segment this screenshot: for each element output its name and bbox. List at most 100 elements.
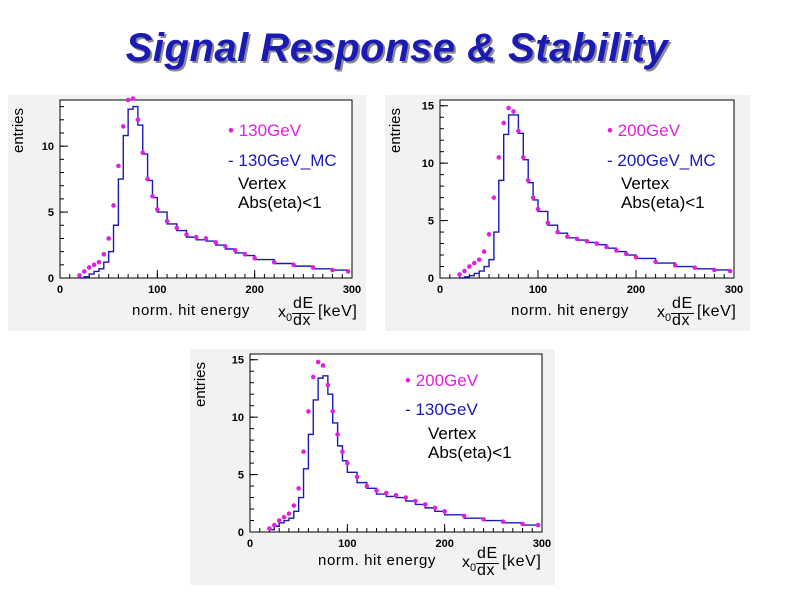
data-point [203,236,209,241]
data-point [516,128,521,134]
y-tick-label: 0 [428,273,434,285]
data-point [345,269,351,274]
chart-3-plot: 0 100 200 300 0 5 10 15 [232,353,551,550]
y-axis-label: entries [387,107,404,153]
data-point [91,262,97,268]
data-point [623,251,629,257]
x-tick-label: 100 [148,284,166,296]
data-point [383,490,389,496]
data-point [364,483,370,489]
formula-unit: [keV] [318,303,358,320]
data-point [77,273,82,278]
x-tick-label: 300 [725,284,743,296]
data-point [281,514,287,520]
y-tick-label: 0 [238,527,244,539]
formula-numerator: dE [476,545,499,564]
legend-label: 130GeV [415,400,478,419]
data-point [213,240,219,245]
data-point [116,163,121,169]
data-point [286,511,292,516]
data-point [86,265,92,270]
data-point [525,178,531,183]
data-point [614,248,619,253]
data-point [267,526,272,531]
data-point [500,519,506,524]
data-point [291,262,296,268]
data-point [511,109,516,114]
data-point [467,264,472,269]
data-point [555,229,560,235]
legend-mc-entry: - 130GeV_MC [228,152,337,170]
legend-label: 200GeV [415,371,479,390]
data-point [193,234,199,240]
x-tick-label: 200 [435,538,453,550]
data-point [461,513,467,519]
data-point [501,120,506,126]
data-point [320,363,326,368]
data-point [301,449,306,454]
data-point [111,203,116,208]
data-point [403,495,409,500]
formula-prefix: x [462,554,471,571]
formula-unit: [keV] [502,553,542,570]
data-point [653,259,658,265]
legend-mc-entry: - 130GeV [405,401,478,419]
data-point [120,124,126,129]
data-point [296,486,301,491]
annotation-vertex: Vertex [621,174,670,193]
data-point [462,268,467,274]
data-point [310,265,316,270]
legend-mc-entry: - 200GeV_MC [607,152,716,170]
data-point [306,409,311,414]
data-point [174,225,180,231]
x-tick-label: 0 [57,284,63,296]
plot-area [59,99,353,279]
data-point [125,97,131,103]
data-point [393,492,399,498]
data-point [330,267,335,273]
data-point [521,155,526,160]
legend-label: 130GeV [238,121,302,140]
x-tick-label: 0 [437,284,443,296]
legend-data-entry: • 200GeV [607,122,680,140]
chart-2-plot: 0 100 200 300 0 5 10 15 [422,99,743,296]
data-point [164,219,170,224]
data-point [604,244,609,250]
data-point [712,267,717,273]
y-tick-label: 10 [422,158,434,170]
data-point [692,265,698,270]
legend-data-entry: • 200GeV [405,372,478,390]
annotation-eta: Abs(eta)<1 [621,193,705,212]
y-tick-label: 15 [232,355,244,367]
legend-marker: - [405,400,411,419]
x-tick-label: 100 [529,284,547,296]
x-tick-label: 200 [245,284,263,296]
plot-area [439,99,735,279]
formula-prefix: x [278,304,287,321]
x-axis-formula: x 0 dE dx [keV] [657,295,747,329]
data-point [535,522,541,528]
y-axis-label: entries [10,107,27,153]
data-point [155,207,160,212]
data-point [106,236,111,241]
y-tick-label: 5 [428,216,434,228]
legend-label: 200GeV_MC [617,151,716,170]
legend-label: 200GeV [617,121,681,140]
data-point [535,206,541,212]
chart-panel-3: 0 100 200 300 0 5 10 15 entries • 200GeV - 130G… [190,349,555,585]
formula-numerator: dE [292,295,315,314]
chart-panel-1: 0 100 200 300 0 5 10 entries • 130GeV - 130GeV… [8,95,366,331]
data-point [422,502,428,507]
y-tick-label: 10 [42,141,54,153]
formula-subscript: 0 [470,562,477,574]
data-point [481,249,487,254]
data-point [82,269,87,274]
legend-marker: - [607,151,613,170]
chart-panel-2: 0 100 200 300 0 5 10 15 entries • 200GeV - 200G… [385,95,750,331]
data-point [145,176,150,182]
data-point [545,220,551,226]
data-point [574,236,580,242]
data-point [340,449,345,454]
annotation-vertex: Vertex [238,174,287,193]
data-point [335,432,340,437]
